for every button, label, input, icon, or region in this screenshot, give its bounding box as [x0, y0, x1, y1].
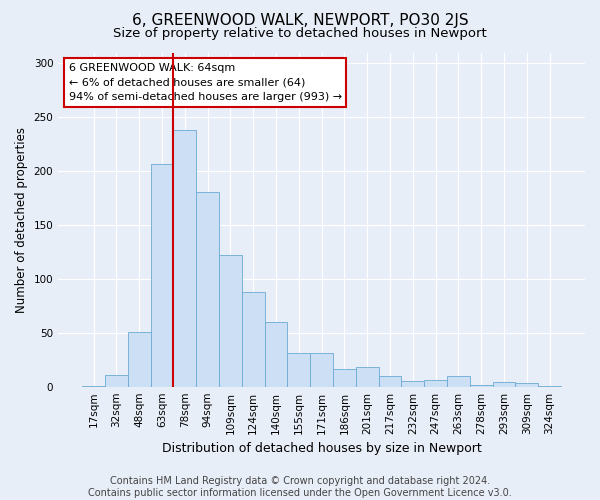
Bar: [424, 380, 447, 386]
Text: Size of property relative to detached houses in Newport: Size of property relative to detached ho…: [113, 28, 487, 40]
Bar: [401, 382, 424, 386]
Text: 6 GREENWOOD WALK: 64sqm
← 6% of detached houses are smaller (64)
94% of semi-det: 6 GREENWOOD WALK: 64sqm ← 6% of detached…: [69, 62, 342, 102]
Bar: [493, 382, 515, 386]
Text: Contains HM Land Registry data © Crown copyright and database right 2024.
Contai: Contains HM Land Registry data © Crown c…: [88, 476, 512, 498]
Bar: [356, 368, 379, 386]
Bar: [470, 384, 493, 386]
Bar: [287, 354, 310, 386]
Bar: [447, 376, 470, 386]
Bar: [242, 292, 265, 386]
X-axis label: Distribution of detached houses by size in Newport: Distribution of detached houses by size …: [162, 442, 481, 455]
Bar: [333, 370, 356, 386]
Bar: [310, 354, 333, 386]
Bar: [128, 332, 151, 386]
Bar: [219, 255, 242, 386]
Bar: [105, 375, 128, 386]
Y-axis label: Number of detached properties: Number of detached properties: [15, 126, 28, 312]
Bar: [379, 376, 401, 386]
Bar: [196, 192, 219, 386]
Bar: [515, 384, 538, 386]
Text: 6, GREENWOOD WALK, NEWPORT, PO30 2JS: 6, GREENWOOD WALK, NEWPORT, PO30 2JS: [131, 12, 469, 28]
Bar: [151, 164, 173, 386]
Bar: [265, 322, 287, 386]
Bar: [173, 130, 196, 386]
